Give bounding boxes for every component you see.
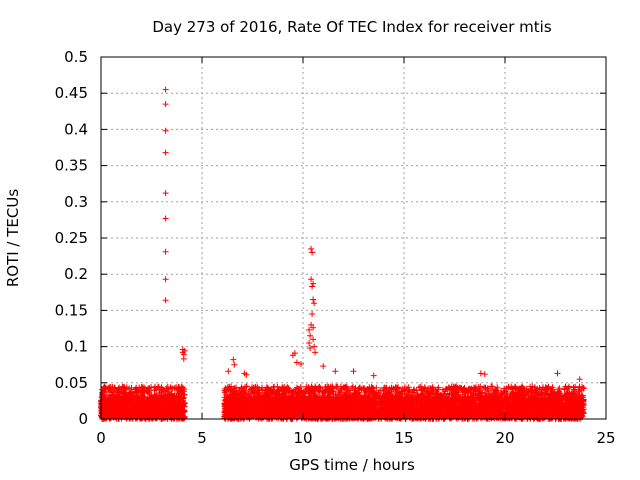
background-point [99, 393, 105, 400]
background-point [159, 386, 165, 392]
data-points [98, 86, 587, 422]
grid-lines [101, 57, 606, 419]
background-point [109, 389, 116, 396]
background-point [119, 404, 126, 411]
background-point [101, 383, 108, 390]
background-point [140, 385, 147, 392]
background-point [139, 384, 146, 391]
chart-title: Day 273 of 2016, Rate Of TEC Index for r… [152, 18, 551, 36]
background-point [102, 384, 109, 391]
background-point [173, 384, 180, 390]
